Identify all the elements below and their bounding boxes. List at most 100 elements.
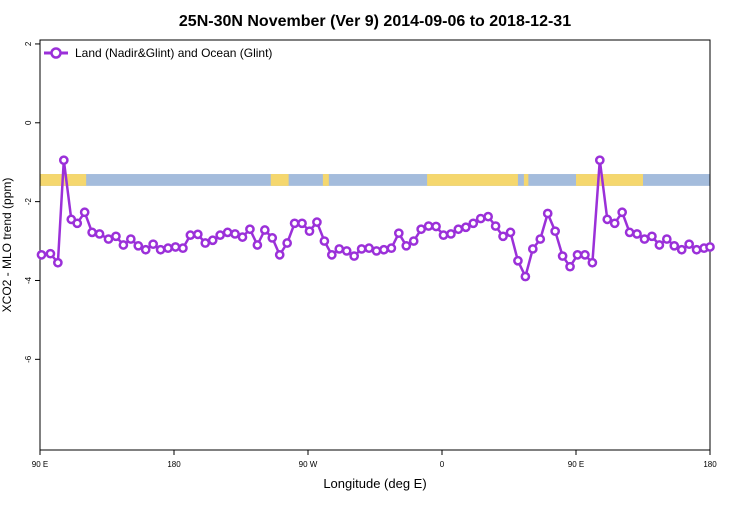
y-tick-label: -4 (24, 276, 33, 284)
data-point (602, 214, 613, 225)
x-tick-label: 180 (167, 460, 181, 469)
data-point (505, 227, 516, 238)
data-point (594, 155, 605, 166)
data-point (557, 251, 568, 261)
data-point (453, 224, 464, 235)
data-point (587, 257, 598, 268)
data-point (617, 207, 628, 218)
data-point (438, 230, 449, 240)
data-point (550, 226, 561, 237)
y-tick-label: -2 (24, 198, 33, 206)
x-tick-label: 0 (440, 460, 445, 469)
data-point (125, 234, 136, 244)
data-point (393, 228, 404, 239)
data-point (111, 231, 121, 242)
data-point (676, 244, 687, 255)
data-point (580, 250, 590, 260)
data-point (53, 257, 63, 268)
data-point (431, 221, 441, 232)
x-tick-label: 90 W (299, 460, 318, 469)
land-ocean-band (40, 174, 710, 186)
data-point (661, 234, 672, 244)
data-point (45, 248, 56, 259)
data-point (371, 246, 382, 256)
series-layer (36, 155, 715, 282)
data-point (155, 244, 166, 255)
x-tick-label: 90 E (32, 460, 48, 469)
data-point (304, 226, 315, 237)
data-point (185, 230, 196, 240)
data-point (691, 244, 702, 255)
data-point (401, 240, 412, 251)
data-point (36, 250, 47, 260)
data-point (565, 261, 575, 272)
ocean-band (40, 174, 710, 186)
legend-marker-swatch (50, 47, 62, 59)
land-segment (322, 174, 329, 186)
data-point (237, 232, 248, 242)
data-point (468, 218, 479, 229)
y-tick-label: 0 (24, 120, 33, 125)
x-axis-label: Longitude (deg E) (323, 476, 426, 491)
data-point (103, 234, 114, 244)
land-segment (270, 174, 289, 186)
data-point (215, 230, 226, 240)
data-point (72, 218, 83, 229)
data-point (192, 229, 203, 240)
data-point (356, 244, 367, 254)
land-segment (523, 174, 529, 186)
data-point (326, 250, 337, 260)
data-point (483, 211, 494, 222)
data-point (498, 231, 508, 242)
data-point (259, 225, 270, 235)
x-axis: 90 E 180 90 W 0 90 E 180 (32, 450, 717, 469)
data-point (148, 239, 159, 250)
data-point (520, 271, 531, 282)
data-point (669, 240, 680, 251)
data-point (408, 236, 419, 246)
data-point (379, 244, 389, 255)
y-tick-label: -6 (24, 355, 33, 363)
legend: Land (Nadir&Glint) and Ocean (Glint) (44, 46, 272, 60)
data-point (178, 243, 188, 254)
data-point (341, 246, 352, 256)
data-point (446, 229, 456, 239)
data-point (705, 242, 715, 252)
y-axis-label: XCO2 - MLO trend (ppm) (0, 178, 14, 313)
data-point (319, 236, 330, 246)
data-point (609, 218, 620, 229)
data-point (170, 242, 181, 252)
data-point (312, 217, 322, 227)
data-point (79, 207, 90, 218)
y-axis: 2 0 -2 -4 -6 (24, 41, 40, 363)
data-point (460, 222, 471, 233)
data-point (647, 231, 657, 242)
data-point (222, 227, 233, 238)
chart-title: 25N-30N November (Ver 9) 2014-09-06 to 2… (179, 13, 571, 30)
data-point (527, 244, 538, 254)
data-point (475, 213, 486, 224)
data-point (274, 250, 285, 260)
data-point (490, 221, 501, 231)
x-tick-label: 90 E (568, 460, 584, 469)
data-point (267, 233, 278, 243)
data-point (207, 235, 218, 246)
data-point (416, 224, 427, 235)
data-point (334, 244, 345, 254)
data-point (252, 240, 263, 250)
data-point (364, 243, 374, 254)
data-point (386, 243, 397, 254)
data-point (542, 208, 553, 219)
land-segment (427, 174, 518, 186)
x-tick-label: 180 (703, 460, 717, 469)
data-point (230, 229, 240, 239)
data-point (58, 155, 69, 166)
data-point (133, 240, 144, 251)
data-point (349, 251, 360, 261)
y-tick-label: 2 (24, 41, 33, 46)
data-point (282, 238, 293, 248)
data-point (632, 229, 642, 239)
data-point (297, 218, 307, 229)
data-point (684, 239, 695, 250)
